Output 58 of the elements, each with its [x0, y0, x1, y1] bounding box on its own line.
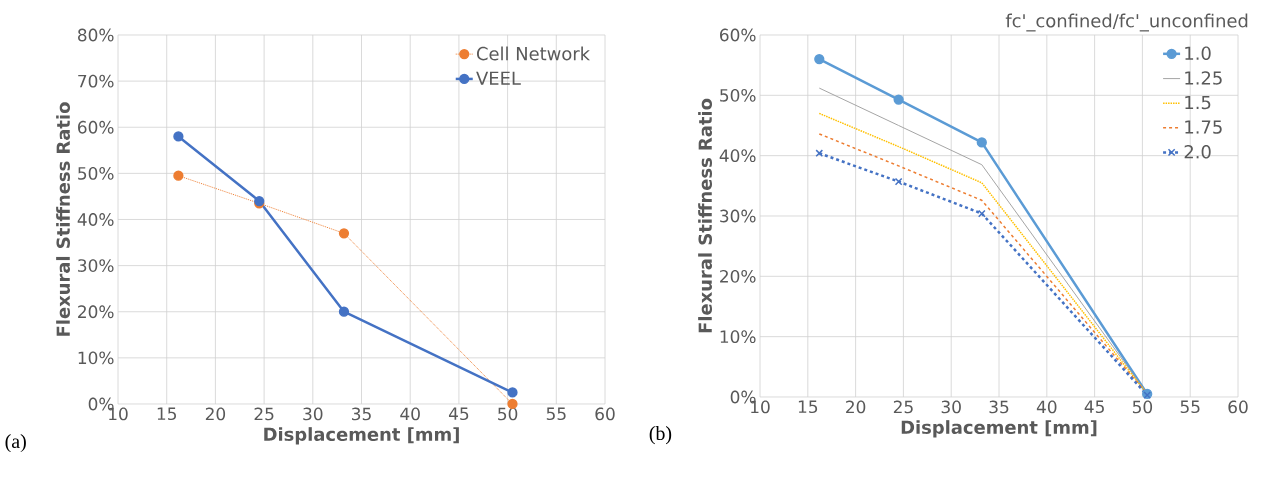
point	[173, 131, 184, 142]
y-tick-label: 80%	[78, 28, 114, 42]
y-tick-label: 20%	[720, 269, 756, 283]
x-tick-label: 45	[448, 407, 469, 421]
x-tick-label: 25	[254, 407, 274, 421]
x-tick-label: 25	[893, 400, 913, 414]
x-tick-label: 15	[798, 400, 818, 414]
point	[894, 177, 903, 186]
text: (b)	[649, 426, 672, 445]
y-tick-label: 50%	[720, 88, 756, 102]
legend-label: 1.75	[1185, 120, 1222, 134]
x-tick-label: 40	[400, 407, 420, 421]
x-tick-label: 60	[1228, 400, 1248, 414]
x-tick-label: 15	[157, 407, 176, 421]
legend-label: 1.0	[1185, 46, 1211, 60]
x-axis-title: Displacement [mm]	[901, 420, 1097, 438]
point	[173, 170, 184, 181]
point	[976, 137, 987, 148]
legend-label: VEEL	[476, 71, 521, 85]
x-tick-label: 40	[1036, 400, 1057, 414]
point	[338, 306, 350, 317]
x-tick-label: 50	[498, 407, 518, 421]
y-tick-label: 60%	[78, 120, 114, 134]
y-tick-label: 10%	[720, 330, 756, 344]
x-tick-label: 35	[989, 400, 1009, 414]
y-tick-label: 70%	[78, 74, 114, 88]
x-tick-label: 20	[205, 407, 226, 421]
y-axis-title: Flexural Stiffness Ratio	[698, 98, 712, 333]
y-tick-label: 30%	[720, 209, 756, 223]
x-tick-label: 30	[941, 400, 961, 414]
x-tick-label: 20	[846, 400, 866, 414]
point	[815, 149, 824, 158]
x-axis-title: Displacement [mm]	[264, 427, 459, 445]
y-tick-label: 30%	[78, 259, 114, 273]
y-tick-label: 40%	[719, 149, 756, 163]
legend-title: fc'_confined/fc'_unconfined	[1005, 13, 1248, 32]
y-tick-label: 40%	[77, 213, 114, 226]
y-tick-label: 10%	[78, 351, 114, 365]
y-tick-label: 20%	[78, 305, 114, 319]
y-tick-label: 50%	[78, 166, 114, 180]
y-tick-label: 60%	[720, 28, 756, 42]
x-tick-label: 55	[546, 407, 566, 421]
x-tick-label: 55	[1180, 400, 1200, 414]
point	[507, 387, 518, 398]
legend-label: 2.0	[1184, 145, 1211, 159]
point	[338, 228, 350, 239]
x-tick-label: 50	[1132, 400, 1153, 414]
point	[893, 94, 904, 105]
legend-label: Cell Network	[476, 46, 591, 61]
x-tick-label: 35	[352, 407, 371, 421]
legend-label: 1.25	[1185, 71, 1222, 85]
x-tick-label: 30	[303, 407, 323, 421]
text: (a)	[5, 434, 26, 453]
point	[814, 53, 825, 65]
x-tick-label: 45	[1084, 400, 1104, 414]
legend-label: 1.5	[1185, 95, 1211, 110]
y-axis-title: Flexural Stiffness Ratio	[56, 102, 70, 336]
x-tick-label: 60	[595, 407, 615, 421]
